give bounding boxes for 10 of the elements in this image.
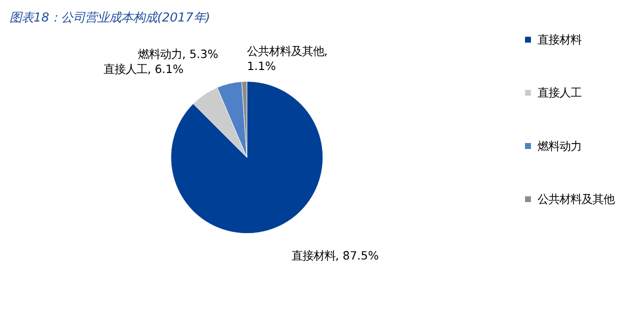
legend-label: 直接人工 bbox=[537, 86, 582, 100]
data-label: 燃料动力, 5.3% bbox=[138, 46, 218, 61]
legend-label: 燃料动力 bbox=[537, 138, 582, 153]
data-label: 公共材料及其他, 1.1% bbox=[247, 44, 328, 74]
legend-label: 公共材料及其他 bbox=[537, 192, 614, 206]
pie-slice bbox=[170, 81, 324, 234]
legend-label: 直接材料 bbox=[537, 32, 582, 46]
data-label: 直接材料, 87.5% bbox=[291, 248, 379, 262]
chart-title: 图表18：公司营业成本构成(2017年) bbox=[9, 10, 210, 25]
data-label: 直接人工, 6.1% bbox=[103, 62, 184, 76]
